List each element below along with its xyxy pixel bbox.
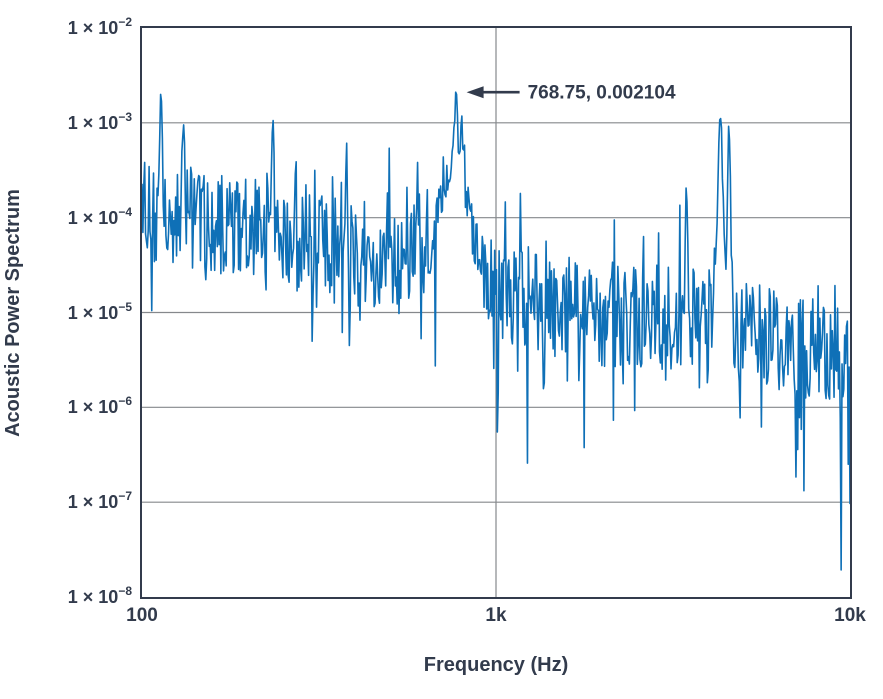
- y-tick-exponent: −2: [118, 15, 132, 29]
- y-tick-exponent: −5: [118, 300, 132, 314]
- y-tick-label: 1 × 10−5: [8, 300, 132, 326]
- x-tick-label: 10k: [834, 605, 866, 626]
- y-tick-exponent: −3: [118, 110, 132, 124]
- x-tick-label: 100: [126, 605, 158, 626]
- y-tick-label: 1 × 10−6: [8, 394, 132, 420]
- y-tick-label: 1 × 10−8: [8, 584, 132, 610]
- y-tick-text: 1 × 10: [67, 303, 119, 323]
- y-tick-text: 1 × 10: [67, 397, 119, 417]
- y-tick-text: 1 × 10: [67, 587, 119, 607]
- y-tick-text: 1 × 10: [67, 492, 119, 512]
- x-tick-label: 1k: [485, 605, 507, 626]
- plot-area: 768.75, 0.002104: [140, 26, 852, 599]
- y-tick-exponent: −6: [118, 394, 132, 408]
- y-tick-text: 1 × 10: [67, 208, 119, 228]
- y-tick-label: 1 × 10−2: [8, 15, 132, 41]
- x-axis-title: Frequency (Hz): [423, 654, 569, 676]
- peak-annotation-label: 768.75, 0.002104: [528, 83, 676, 104]
- y-tick-text: 1 × 10: [67, 18, 119, 38]
- y-tick-label: 1 × 10−7: [8, 489, 132, 515]
- y-tick-label: 1 × 10−4: [8, 205, 132, 231]
- y-tick-exponent: −4: [118, 205, 132, 219]
- y-tick-exponent: −7: [118, 489, 132, 503]
- y-tick-exponent: −8: [118, 584, 132, 598]
- annotation-arrowhead-icon: [466, 86, 484, 99]
- spectrum-line: [142, 91, 850, 571]
- y-tick-text: 1 × 10: [67, 113, 119, 133]
- chart-canvas: 768.75, 0.002104: [142, 28, 850, 597]
- y-tick-label: 1 × 10−3: [8, 110, 132, 136]
